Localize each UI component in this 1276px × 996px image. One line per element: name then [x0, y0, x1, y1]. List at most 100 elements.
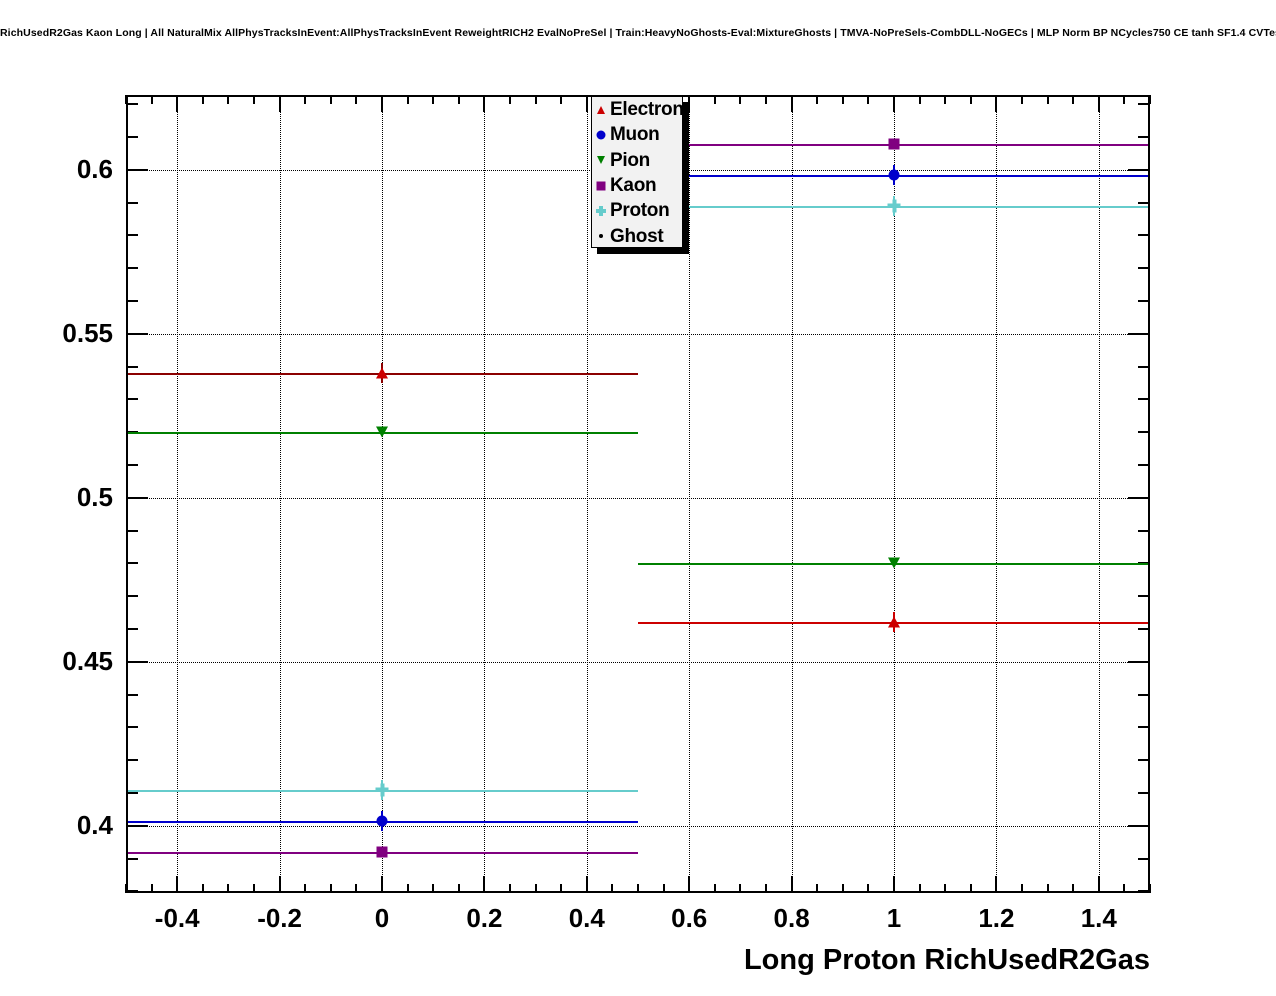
legend-label: Muon: [610, 124, 660, 146]
y-major-tick-right: [1128, 168, 1150, 171]
x-major-tick: [893, 876, 895, 893]
y-minor-tick-right: [1138, 201, 1150, 204]
x-minor-tick: [355, 884, 358, 893]
y-minor-tick-right: [1138, 299, 1150, 302]
x-major-tick-top: [893, 95, 895, 112]
y-major-tick-right: [1128, 660, 1150, 663]
legend-label: Electron: [610, 99, 684, 121]
data-marker-muon[interactable]: [888, 169, 900, 181]
y-tick-label: 0.45: [62, 645, 113, 676]
y-minor-tick-right: [1138, 234, 1150, 237]
x-minor-tick: [1072, 884, 1075, 893]
x-major-tick-top: [483, 95, 486, 112]
y-minor-tick-right: [1138, 431, 1150, 434]
data-marker-proton[interactable]: [887, 199, 901, 213]
y-tick-label: 0.55: [62, 317, 113, 348]
y-minor-tick: [126, 201, 138, 204]
dot-icon: [592, 224, 610, 249]
x-major-tick: [585, 876, 588, 893]
y-major-tick: [126, 332, 148, 335]
y-minor-tick: [126, 267, 138, 270]
y-minor-tick-right: [1138, 529, 1150, 532]
x-tick-label: 0.8: [773, 903, 810, 933]
x-tick-label: 1.2: [978, 903, 1015, 933]
x-minor-tick: [944, 884, 947, 893]
legend-item-electron[interactable]: Electron: [592, 97, 684, 122]
x-major-tick: [381, 876, 383, 893]
plot-area: [125, 95, 1151, 893]
data-marker-electron[interactable]: [888, 616, 900, 628]
legend-item-pion[interactable]: Pion: [592, 148, 682, 173]
x-major-tick: [278, 876, 281, 893]
data-marker-proton[interactable]: [375, 783, 389, 797]
legend-item-kaon[interactable]: Kaon: [592, 173, 682, 198]
x-minor-tick-top: [867, 95, 870, 104]
x-major-tick-top: [585, 95, 588, 112]
y-minor-tick-right: [1138, 627, 1150, 630]
x-minor-tick: [1149, 884, 1151, 893]
y-minor-tick: [126, 135, 138, 138]
legend-box[interactable]: Electron Muon Pion Kaon Proton Ghost: [591, 96, 684, 248]
x-minor-tick-top: [355, 95, 358, 104]
x-minor-tick-top: [432, 95, 435, 104]
y-major-tick-right: [1128, 332, 1150, 335]
x-minor-tick: [329, 884, 332, 893]
x-minor-tick-top: [739, 95, 742, 104]
data-marker-pion[interactable]: [888, 557, 900, 569]
x-minor-tick-top: [944, 95, 947, 104]
x-minor-tick-top: [150, 95, 153, 104]
legend-item-muon[interactable]: Muon: [592, 122, 682, 147]
x-minor-tick: [662, 884, 665, 893]
plot-title: RichUsedR2Gas Kaon Long | All NaturalMix…: [0, 27, 1276, 39]
x-minor-tick: [611, 884, 614, 893]
x-minor-tick: [969, 884, 972, 893]
data-marker-pion[interactable]: [376, 426, 388, 438]
x-major-tick-top: [790, 95, 793, 112]
y-minor-tick: [126, 365, 138, 368]
x-major-tick: [790, 876, 793, 893]
y-minor-tick: [126, 398, 138, 401]
x-minor-tick-top: [1072, 95, 1075, 104]
x-minor-tick: [1123, 884, 1126, 893]
x-minor-tick: [1046, 884, 1049, 893]
data-marker-kaon[interactable]: [888, 138, 900, 150]
x-minor-tick: [227, 884, 230, 893]
x-minor-tick: [509, 884, 511, 893]
x-gridline: [586, 95, 588, 893]
x-minor-tick: [406, 884, 409, 893]
x-major-tick-top: [176, 95, 179, 112]
y-minor-tick: [126, 759, 138, 762]
x-minor-tick-top: [765, 95, 767, 104]
x-gridline: [177, 95, 179, 893]
data-marker-muon[interactable]: [376, 815, 388, 827]
x-minor-tick-top: [406, 95, 409, 104]
x-minor-tick-top: [1021, 95, 1023, 104]
y-minor-tick: [126, 693, 138, 696]
legend-item-ghost[interactable]: Ghost: [592, 223, 682, 248]
x-gridline: [484, 95, 486, 893]
x-tick-label: -0.2: [257, 903, 302, 933]
legend-item-proton[interactable]: Proton: [592, 198, 682, 223]
y-major-tick: [126, 496, 148, 499]
square-icon: [592, 173, 610, 198]
y-minor-tick-right: [1138, 267, 1150, 270]
y-minor-tick: [126, 234, 138, 237]
x-minor-tick: [918, 884, 921, 893]
data-marker-electron[interactable]: [376, 367, 388, 379]
x-gridline: [1098, 95, 1100, 893]
y-minor-tick: [126, 299, 138, 302]
y-gridline: [126, 825, 1150, 827]
x-minor-tick: [713, 884, 716, 893]
data-marker-kaon[interactable]: [376, 846, 388, 858]
x-minor-tick-top: [253, 95, 255, 104]
y-minor-tick-right: [1138, 398, 1150, 401]
y-minor-tick-right: [1138, 857, 1150, 860]
x-minor-tick: [765, 884, 767, 893]
y-major-tick-right: [1128, 824, 1150, 827]
y-minor-tick: [126, 857, 138, 860]
x-minor-tick-top: [201, 95, 204, 104]
x-minor-tick: [560, 884, 563, 893]
x-major-tick-top: [381, 95, 383, 112]
triangle-up-icon: [592, 97, 610, 122]
